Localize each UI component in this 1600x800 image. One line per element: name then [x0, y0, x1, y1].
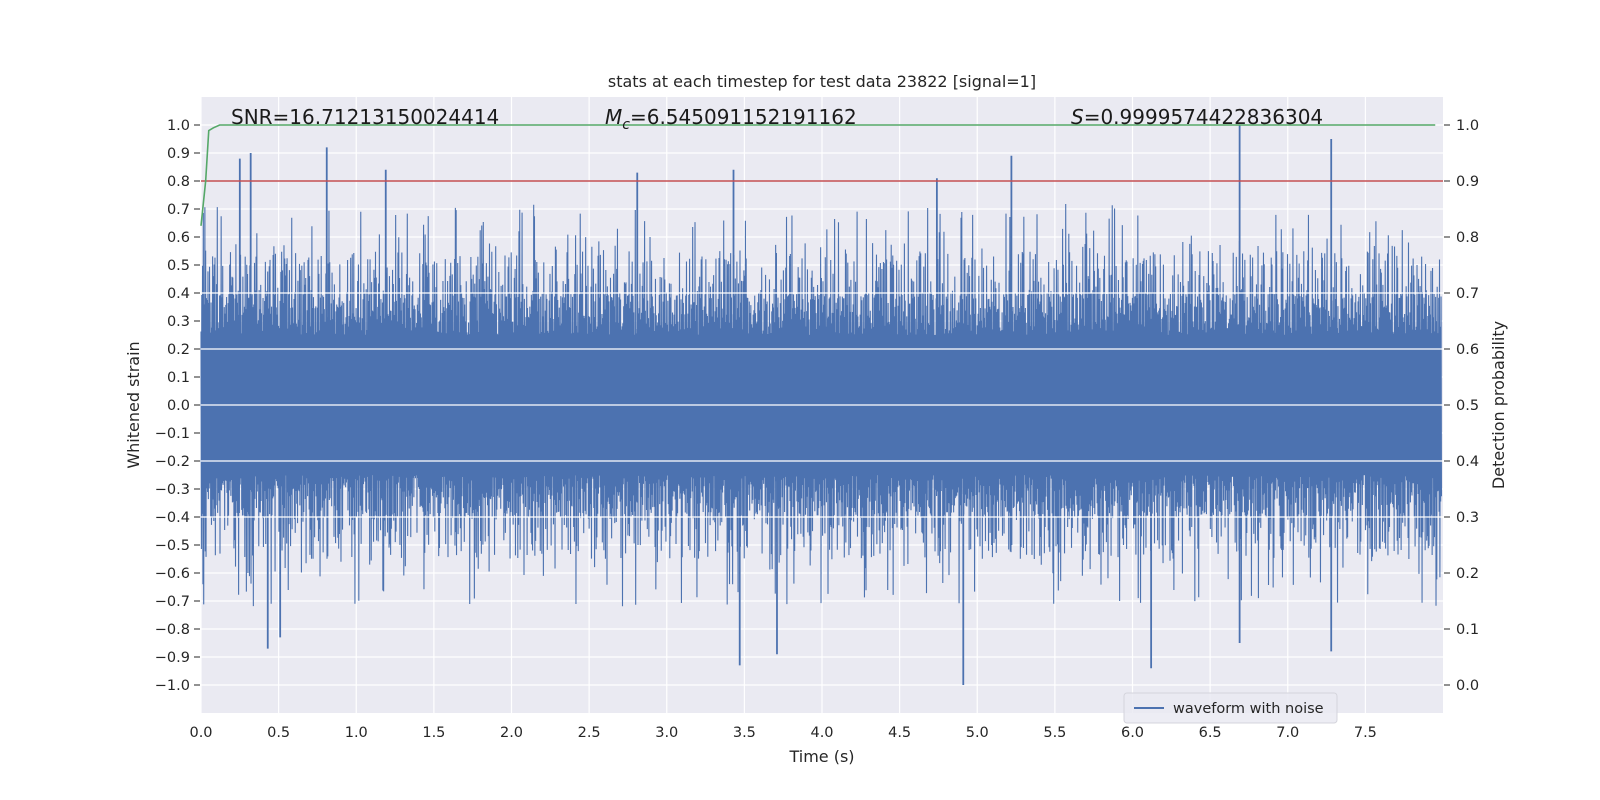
chirp-mass-subscript: c: [622, 117, 630, 133]
y-tick-label: 0.3: [167, 314, 190, 330]
y-tick-label: −0.6: [155, 566, 190, 582]
chirp-mass-annotation: Mc=6.545091152191162: [605, 105, 857, 133]
chirp-mass-value: =6.545091152191162: [630, 105, 857, 129]
y-tick-label: −0.8: [155, 622, 190, 638]
y2-axis-label: Detection probability: [1489, 321, 1508, 489]
x-tick-label: 1.5: [422, 725, 445, 741]
x-tick-label: 7.5: [1354, 725, 1377, 741]
score-annotation: S=0.9999574422836304: [1071, 105, 1323, 129]
y2-axis-ticks: 1.0 0.9 0.8 0.7 0.6 0.5 0.4 0.3 0.2 0.1 0.0: [1444, 118, 1479, 694]
y2-tick-label: 0.5: [1456, 398, 1479, 414]
y-tick-label: 0.2: [167, 342, 190, 358]
y2-tick-label: 0.8: [1456, 230, 1479, 246]
x-tick-label: 6.0: [1121, 725, 1144, 741]
x-tick-label: 3.5: [733, 725, 756, 741]
waveform-series: [200, 125, 1443, 685]
chart-title: stats at each timestep for test data 238…: [608, 72, 1036, 91]
y-tick-label: 0.8: [167, 174, 190, 190]
y-tick-label: 0.9: [167, 146, 190, 162]
y2-tick-label: 0.0: [1456, 678, 1479, 694]
y-tick-label: −0.2: [155, 454, 190, 470]
y2-tick-label: 0.2: [1456, 566, 1479, 582]
y-tick-label: 0.5: [167, 258, 190, 274]
x-tick-label: 2.5: [578, 725, 601, 741]
x-tick-label: 4.0: [810, 725, 833, 741]
score-symbol: S: [1071, 105, 1084, 129]
y-tick-label: −0.4: [155, 510, 190, 526]
y2-tick-label: 0.1: [1456, 622, 1479, 638]
y-tick-label: −0.5: [155, 538, 190, 554]
y-tick-label: −0.9: [155, 650, 190, 666]
y2-tick-label: 0.4: [1456, 454, 1479, 470]
x-tick-label: 1.0: [345, 725, 368, 741]
y-tick-label: −0.3: [155, 482, 190, 498]
probability-line: [200, 124, 1436, 226]
x-tick-label: 0.5: [267, 725, 290, 741]
x-tick-label: 7.0: [1276, 725, 1299, 741]
chirp-mass-symbol: M: [605, 105, 622, 129]
y-tick-label: −0.7: [155, 594, 190, 610]
y-tick-label: 0.7: [167, 202, 190, 218]
y-axis-ticks: 1.0 0.9 0.8 0.7 0.6 0.5 0.4 0.3 0.2 0.1 0.0 −0.1 −0.…: [155, 118, 200, 694]
x-tick-label: 6.5: [1199, 725, 1222, 741]
x-tick-label: 2.0: [500, 725, 523, 741]
x-tick-label: 4.5: [888, 725, 911, 741]
y2-tick-label: 0.9: [1456, 174, 1479, 190]
y-tick-label: 0.4: [167, 286, 190, 302]
y-tick-label: 0.6: [167, 230, 190, 246]
x-tick-label: 5.5: [1043, 725, 1066, 741]
y-tick-label: 1.0: [167, 118, 190, 134]
probability-series: [200, 124, 1443, 226]
score-value: =0.9999574422836304: [1084, 105, 1323, 129]
y-tick-label: 0.0: [167, 398, 190, 414]
x-axis-label: Time (s): [788, 747, 854, 766]
x-tick-label: 3.0: [655, 725, 678, 741]
snr-annotation: SNR=16.71213150024414: [231, 105, 499, 129]
y-axis-label: Whitened strain: [124, 341, 143, 468]
y2-tick-label: 1.0: [1456, 118, 1479, 134]
x-axis-ticks: 0.0 0.5 1.0 1.5 2.0 2.5 3.0 3.5 4.0 4.5 5.0 5.5 6.0 6…: [189, 725, 1376, 741]
legend-label-waveform: waveform with noise: [1173, 701, 1324, 717]
legend: waveform with noise: [1123, 692, 1338, 724]
y2-tick-label: 0.6: [1456, 342, 1479, 358]
x-tick-label: 0.0: [189, 725, 212, 741]
y2-tick-label: 0.7: [1456, 286, 1479, 302]
legend-box: [1123, 692, 1338, 724]
y-tick-label: −0.1: [155, 426, 190, 442]
y-tick-label: 0.1: [167, 370, 190, 386]
x-tick-label: 5.0: [966, 725, 989, 741]
y-tick-label: −1.0: [155, 678, 190, 694]
y2-tick-label: 0.3: [1456, 510, 1479, 526]
